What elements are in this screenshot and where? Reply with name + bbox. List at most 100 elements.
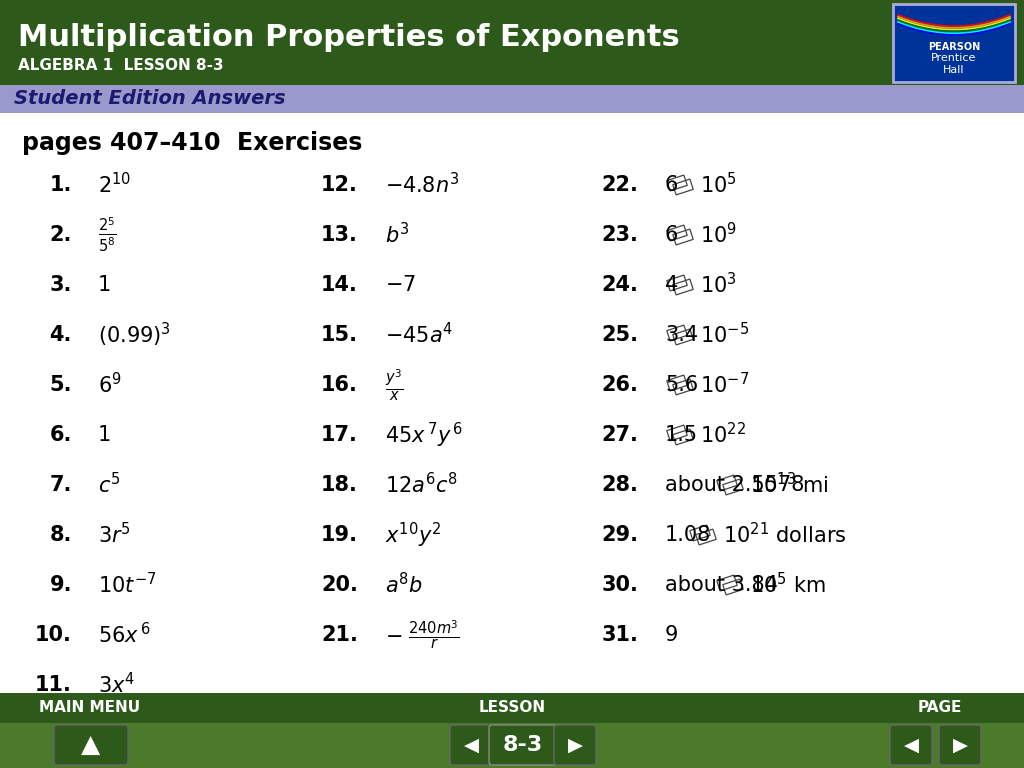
Text: 22.: 22.: [601, 175, 638, 195]
Text: $(0.99)^3$: $(0.99)^3$: [98, 321, 171, 349]
Bar: [0, 693, 1024, 723]
Text: 1: 1: [98, 275, 112, 295]
Text: $10^3$: $10^3$: [700, 273, 737, 298]
Bar: [0, 113, 1024, 695]
Text: Prentice: Prentice: [931, 53, 977, 63]
Text: 29.: 29.: [601, 525, 638, 545]
Text: $-\;\frac{240m^3}{r}$: $-\;\frac{240m^3}{r}$: [385, 618, 460, 651]
Text: 28.: 28.: [601, 475, 638, 495]
Bar: [695, 529, 716, 545]
Text: 1.5: 1.5: [665, 425, 698, 445]
FancyBboxPatch shape: [489, 725, 557, 765]
Bar: [893, 4, 1015, 82]
Text: MAIN MENU: MAIN MENU: [40, 700, 140, 716]
Text: PEARSON: PEARSON: [928, 42, 980, 52]
Text: $56x^{\,6}$: $56x^{\,6}$: [98, 622, 151, 647]
Text: 15.: 15.: [321, 325, 358, 345]
Text: 6.: 6.: [49, 425, 72, 445]
Text: ▶: ▶: [567, 736, 583, 754]
Bar: [0, 85, 1024, 113]
Bar: [667, 225, 687, 241]
Text: 5.6: 5.6: [665, 375, 698, 395]
Text: $10^{13}$ mi: $10^{13}$ mi: [750, 472, 828, 498]
Bar: [0, 723, 1024, 768]
Text: $12a^6c^8$: $12a^6c^8$: [385, 472, 458, 498]
Text: 8-3: 8-3: [503, 735, 543, 755]
Text: pages 407–410  Exercises: pages 407–410 Exercises: [22, 131, 362, 155]
Text: $10^5$ km: $10^5$ km: [750, 572, 826, 598]
Text: 21.: 21.: [322, 625, 358, 645]
Bar: [690, 525, 711, 541]
Text: 8.: 8.: [49, 525, 72, 545]
FancyBboxPatch shape: [890, 725, 932, 765]
Text: 1.: 1.: [49, 175, 72, 195]
FancyBboxPatch shape: [939, 725, 981, 765]
Text: 6: 6: [665, 225, 678, 245]
Bar: [673, 379, 693, 395]
Text: 7.: 7.: [49, 475, 72, 495]
Text: $2^{10}$: $2^{10}$: [98, 172, 131, 197]
Text: ▲: ▲: [81, 733, 100, 757]
Bar: [667, 425, 687, 441]
Text: 24.: 24.: [601, 275, 638, 295]
Bar: [717, 575, 737, 591]
Text: 9: 9: [665, 625, 678, 645]
Text: $3x^4$: $3x^4$: [98, 673, 135, 697]
Text: $10^9$: $10^9$: [700, 223, 737, 247]
Text: $3r^5$: $3r^5$: [98, 522, 131, 548]
Text: 5.: 5.: [49, 375, 72, 395]
Text: $6^9$: $6^9$: [98, 372, 122, 398]
Text: $10t^{-7}$: $10t^{-7}$: [98, 572, 157, 598]
Text: 3.: 3.: [49, 275, 72, 295]
Text: 17.: 17.: [322, 425, 358, 445]
Text: $-45a^4$: $-45a^4$: [385, 323, 454, 348]
Text: 4: 4: [665, 275, 678, 295]
Text: $10^5$: $10^5$: [700, 172, 737, 197]
Bar: [723, 579, 743, 595]
Text: ◀: ◀: [903, 736, 919, 754]
Text: PAGE: PAGE: [918, 700, 963, 716]
Text: $b^3$: $b^3$: [385, 223, 410, 247]
Text: 11.: 11.: [35, 675, 72, 695]
Text: 30.: 30.: [601, 575, 638, 595]
Text: $a^8b$: $a^8b$: [385, 572, 423, 598]
Text: $10^{-7}$: $10^{-7}$: [700, 372, 750, 398]
Bar: [673, 429, 693, 445]
Text: $10^{22}$: $10^{22}$: [700, 422, 745, 448]
Text: $c^5$: $c^5$: [98, 472, 121, 498]
Text: 3.4: 3.4: [665, 325, 698, 345]
FancyBboxPatch shape: [54, 725, 128, 765]
Text: about 2.5578: about 2.5578: [665, 475, 805, 495]
Bar: [673, 279, 693, 295]
Text: about 3.84: about 3.84: [665, 575, 778, 595]
Bar: [667, 275, 687, 291]
Bar: [673, 329, 693, 345]
Text: $\frac{2^5}{5^8}$: $\frac{2^5}{5^8}$: [98, 216, 117, 254]
Bar: [673, 229, 693, 245]
Bar: [673, 179, 693, 195]
Text: 14.: 14.: [322, 275, 358, 295]
FancyBboxPatch shape: [450, 725, 492, 765]
Text: 1.08: 1.08: [665, 525, 712, 545]
Text: 6: 6: [665, 175, 678, 195]
Text: 27.: 27.: [601, 425, 638, 445]
Bar: [723, 479, 743, 495]
Text: 31.: 31.: [601, 625, 638, 645]
Text: ◀: ◀: [464, 736, 478, 754]
Bar: [667, 375, 687, 391]
Bar: [717, 475, 737, 491]
Text: $10^{21}$ dollars: $10^{21}$ dollars: [723, 522, 847, 548]
Text: $-4.8n^3$: $-4.8n^3$: [385, 172, 460, 197]
Bar: [667, 175, 687, 191]
Text: $x^{10}y^2$: $x^{10}y^2$: [385, 521, 441, 550]
Text: 2.: 2.: [49, 225, 72, 245]
Text: 4.: 4.: [49, 325, 72, 345]
Text: $-7$: $-7$: [385, 275, 416, 295]
Text: $10^{-5}$: $10^{-5}$: [700, 323, 749, 348]
Text: 1: 1: [98, 425, 112, 445]
Text: 16.: 16.: [322, 375, 358, 395]
Text: $45x^{\,7}y^{\,6}$: $45x^{\,7}y^{\,6}$: [385, 420, 463, 449]
Text: ALGEBRA 1  LESSON 8-3: ALGEBRA 1 LESSON 8-3: [18, 58, 223, 72]
Text: 9.: 9.: [49, 575, 72, 595]
FancyBboxPatch shape: [554, 725, 596, 765]
